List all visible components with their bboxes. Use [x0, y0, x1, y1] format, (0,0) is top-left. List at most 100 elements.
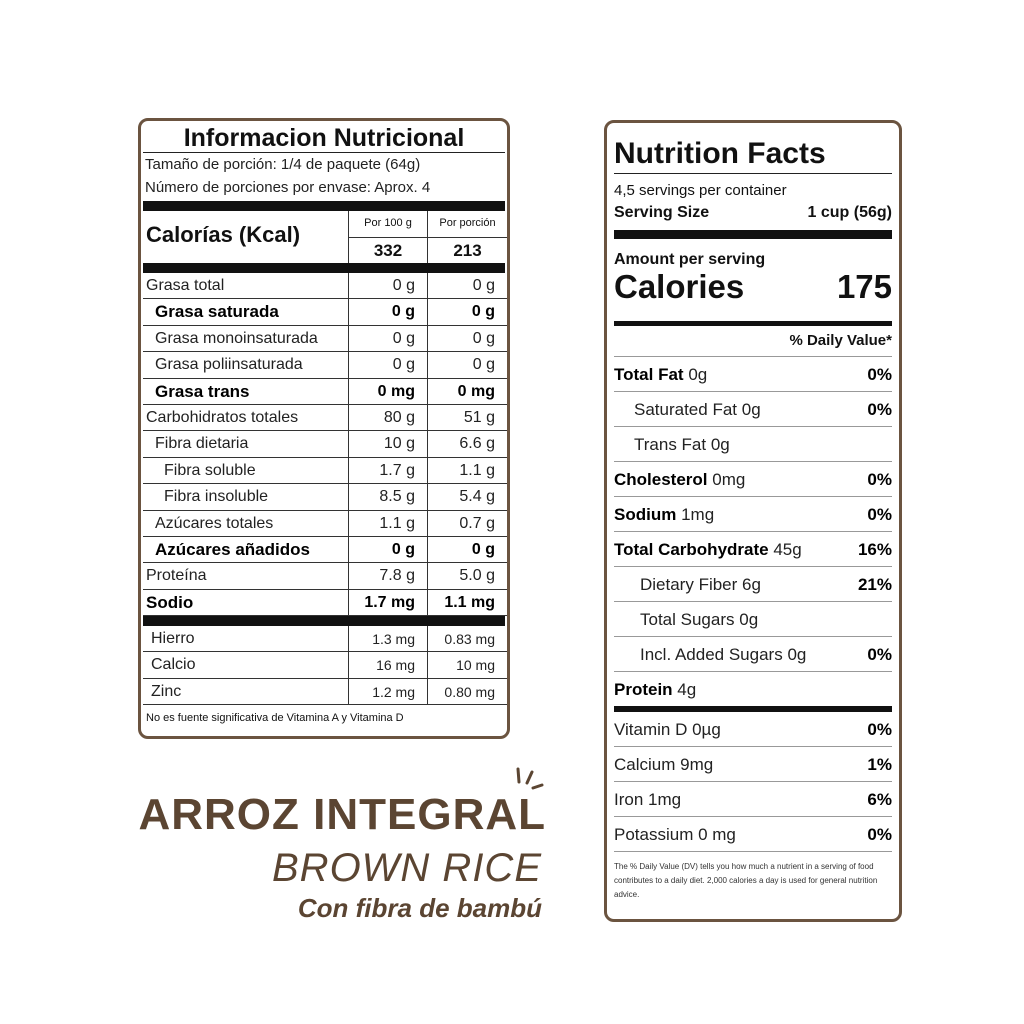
daily-value-percent: 0% [867, 400, 892, 419]
nutrient-amount: 0g [739, 610, 759, 629]
nutrient-name: Dietary Fiber [640, 575, 738, 594]
vitamin-name: Vitamin D 0µg [614, 720, 721, 739]
nutrient-label: Grasa saturada [143, 299, 348, 326]
nutrient-label: Grasa monoinsaturada [143, 326, 348, 353]
value-portion: 0.83 mg [427, 626, 507, 653]
divider [614, 230, 892, 239]
nutrient-list: Total Fat 0g 0% Saturated Fat 0g 0% Trans Fa… [614, 357, 892, 707]
value-portion: 1.1 mg [427, 589, 507, 617]
brand-name: ARROZ INTEGRAL [138, 790, 546, 839]
daily-value-percent: 0% [867, 720, 892, 739]
value-100g: 1.1 g [348, 510, 427, 537]
value-100g: 1.3 mg [348, 626, 427, 653]
nutrient-name: Sodium [614, 505, 677, 524]
value-100g: 0 mg [348, 378, 427, 405]
nutrient-amount: 0g [741, 400, 761, 419]
value-100g: 8.5 g [348, 484, 427, 511]
value-100g: 0 g [348, 536, 427, 564]
vitamin-row: Iron 1mg 6% [614, 782, 892, 817]
value-100g: 0 g [348, 273, 427, 300]
value-100g: 0 g [348, 325, 427, 353]
spanish-nutrition-label: Informacion Nutricional Tamaño de porció… [138, 118, 510, 739]
sparkle-icon [516, 767, 544, 790]
value-100g: 0 g [348, 352, 427, 379]
divider [143, 201, 505, 211]
vitamin-name: Iron 1mg [614, 790, 682, 809]
nutrient-amount: 45g [773, 540, 802, 559]
nutrient-name: Trans Fat [634, 435, 707, 454]
value-portion: 0.7 g [427, 510, 507, 537]
mineral-label: Zinc [143, 679, 348, 706]
daily-value-percent: 0% [867, 645, 892, 664]
serving-size-value: 1 cup (56g) [807, 204, 892, 221]
daily-value-percent: 0% [867, 825, 892, 844]
vitamin-list: Vitamin D 0µg 0% Calcium 9mg 1% Iron 1mg 6% Po… [614, 712, 892, 852]
daily-value-percent: 6% [867, 790, 892, 809]
serving-size: Tamaño de porción: 1/4 de paquete (64g) [145, 156, 421, 173]
servings-per-package: Número de porciones por envase: Aprox. 4 [145, 179, 431, 196]
nutrient-label: Grasa total [143, 273, 348, 300]
daily-value-percent: 0% [867, 470, 892, 489]
footnote: The % Daily Value (DV) tells you how muc… [614, 862, 878, 899]
mineral-label: Calcio [143, 652, 348, 679]
divider [143, 616, 505, 627]
value-portion: 0.80 mg [427, 678, 507, 706]
value-portion: 0 g [427, 325, 507, 353]
mineral-label: Hierro [143, 626, 348, 653]
value-portion: 1.1 g [427, 457, 507, 485]
value-portion: 5.4 g [427, 484, 507, 511]
calories-row: Calories 175 [614, 269, 892, 305]
divider [614, 706, 892, 712]
nutrient-name: Incl. Added Sugars [640, 645, 783, 664]
nutrient-name: Total Fat [614, 365, 684, 384]
nutrient-name: Total Sugars [640, 610, 735, 629]
calories-portion: 213 [427, 237, 507, 263]
col-portion: Por porción [427, 211, 507, 238]
nutrient-row: Total Carbohydrate 45g 16% [614, 532, 892, 567]
vitamin-row: Calcium 9mg 1% [614, 747, 892, 782]
daily-value-percent: 21% [857, 575, 892, 594]
value-portion: 0 g [427, 536, 507, 564]
value-100g: 80 g [348, 404, 427, 432]
nutrient-name-group: Protein 4g [614, 672, 696, 706]
value-portion: 10 mg [427, 652, 507, 679]
nutrient-name-group: Trans Fat 0g [614, 427, 730, 461]
nutrient-row: Incl. Added Sugars 0g 0% [614, 637, 892, 672]
footnote: No es fuente significativa de Vitamina A… [146, 712, 404, 725]
value-100g: 1.7 g [348, 457, 427, 485]
nutrient-amount: 0g [688, 365, 708, 384]
nutrient-name: Cholesterol [614, 470, 708, 489]
nutrient-amount: 0g [787, 645, 807, 664]
nutrient-name-group: Total Carbohydrate 45g [614, 532, 802, 566]
english-name: BROWN RICE [272, 846, 542, 890]
nutrient-label: Sodio [143, 590, 348, 617]
vitamin-name: Calcium 9mg [614, 755, 714, 774]
nutrient-row: Protein 4g [614, 672, 892, 707]
daily-value-header: % Daily Value* [614, 326, 892, 357]
servings-per-container: 4,5 servings per container [614, 182, 787, 199]
serving-size-row: Serving Size 1 cup (56g) [614, 202, 892, 224]
value-100g: 0 g [348, 299, 427, 326]
calories-row: Calorías (Kcal) Por 100 g Por porción 33… [143, 211, 507, 263]
nutrient-name-group: Saturated Fat 0g [614, 392, 761, 426]
value-portion: 0 g [427, 273, 507, 300]
nutrient-row: Saturated Fat 0g 0% [614, 392, 892, 427]
nutrient-label: Grasa trans [143, 379, 348, 405]
tagline: Con fibra de bambú [297, 893, 542, 923]
value-portion: 0 mg [427, 378, 507, 405]
vitamin-name: Potassium 0 mg [614, 825, 736, 844]
value-portion: 6.6 g [427, 431, 507, 458]
nutrient-name: Total Carbohydrate [614, 540, 769, 559]
nutrient-row: Total Fat 0g 0% [614, 357, 892, 392]
calories-value: 175 [836, 268, 892, 305]
nutrient-name-group: Total Sugars 0g [614, 602, 758, 636]
label-title: Informacion Nutricional [143, 123, 505, 153]
nutrient-name-group: Dietary Fiber 6g [614, 567, 761, 601]
daily-value-percent: 1% [867, 755, 892, 774]
nutrient-row: Trans Fat 0g [614, 427, 892, 462]
value-portion: 5.0 g [427, 563, 507, 590]
nutrient-name-group: Incl. Added Sugars 0g [614, 637, 806, 671]
vitamin-row: Potassium 0 mg 0% [614, 817, 892, 852]
vitamin-row: Vitamin D 0µg 0% [614, 712, 892, 747]
